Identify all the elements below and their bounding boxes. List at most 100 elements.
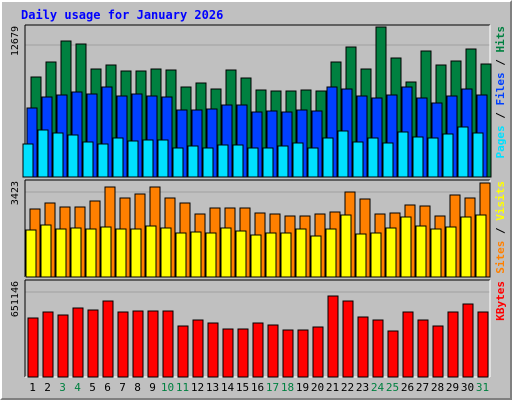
bar-pages-day-14	[217, 144, 229, 178]
bar-sites-day-4	[70, 227, 82, 278]
bar-pages-day-12	[187, 145, 199, 178]
bar-sites-day-12	[190, 231, 202, 278]
bar-kbytes-day-3	[57, 314, 69, 378]
day-label-7: 7	[119, 381, 126, 394]
bar-pages-day-20	[307, 147, 319, 178]
bar-kbytes-day-22	[342, 300, 354, 378]
bar-sites-day-20	[310, 235, 322, 278]
legend-separator: /	[494, 59, 507, 73]
bar-pages-day-10	[157, 139, 169, 178]
day-label-8: 8	[134, 381, 141, 394]
bar-pages-day-31	[472, 132, 484, 178]
bar-pages-day-17	[262, 147, 274, 178]
bar-kbytes-day-11	[177, 325, 189, 378]
bar-kbytes-day-20	[312, 326, 324, 378]
bar-kbytes-day-18	[282, 329, 294, 378]
bar-pages-day-23	[352, 141, 364, 178]
day-label-31: 31	[476, 381, 489, 394]
bar-sites-day-30	[460, 216, 472, 278]
bar-pages-day-29	[442, 133, 454, 178]
day-label-10: 10	[161, 381, 174, 394]
panel-3-legend: KBytes	[494, 281, 507, 321]
day-label-6: 6	[104, 381, 111, 394]
bar-sites-day-15	[235, 230, 247, 278]
bar-pages-day-21	[322, 137, 334, 178]
bar-pages-day-27	[412, 136, 424, 178]
bar-sites-day-18	[280, 232, 292, 278]
bar-pages-day-30	[457, 126, 469, 178]
bar-kbytes-day-17	[267, 324, 279, 378]
day-label-20: 20	[311, 381, 324, 394]
bar-kbytes-day-27	[417, 319, 429, 378]
bar-kbytes-day-30	[462, 303, 474, 378]
bar-kbytes-day-26	[402, 311, 414, 378]
day-label-30: 30	[461, 381, 474, 394]
bar-kbytes-day-7	[117, 311, 129, 378]
bar-sites-day-31	[475, 214, 487, 278]
bar-kbytes-day-10	[162, 310, 174, 378]
bar-sites-day-24	[370, 232, 382, 278]
bar-sites-day-8	[130, 228, 142, 278]
bar-sites-day-16	[250, 234, 262, 278]
bar-kbytes-day-28	[432, 325, 444, 378]
day-label-13: 13	[206, 381, 219, 394]
day-label-26: 26	[401, 381, 414, 394]
day-label-25: 25	[386, 381, 399, 394]
day-label-9: 9	[149, 381, 156, 394]
bar-kbytes-day-24	[372, 319, 384, 378]
bar-pages-day-16	[247, 147, 259, 178]
day-label-15: 15	[236, 381, 249, 394]
day-label-14: 14	[221, 381, 235, 394]
legend-sites: Sites	[494, 241, 507, 274]
bar-sites-day-27	[415, 225, 427, 278]
bar-sites-day-10	[160, 227, 172, 278]
legend-separator: /	[494, 227, 507, 241]
bar-pages-day-4	[67, 134, 79, 178]
day-label-29: 29	[446, 381, 459, 394]
panel-1: 12679 Pages / Files / Hits	[10, 24, 507, 178]
bar-sites-day-2	[40, 224, 52, 278]
day-label-23: 23	[356, 381, 369, 394]
day-label-3: 3	[59, 381, 66, 394]
day-label-4: 4	[74, 381, 81, 394]
bar-pages-day-24	[367, 137, 379, 178]
bar-kbytes-day-31	[477, 311, 489, 378]
panel-2-legend: Sites / Visits	[494, 181, 507, 274]
bar-kbytes-day-5	[87, 309, 99, 378]
chart-title: Daily usage for January 2026	[21, 8, 224, 22]
day-label-21: 21	[326, 381, 339, 394]
bar-pages-day-22	[337, 130, 349, 178]
bar-sites-day-19	[295, 228, 307, 278]
panel-1-legend: Pages / Files / Hits	[494, 26, 507, 159]
day-label-18: 18	[281, 381, 294, 394]
bar-sites-day-23	[355, 233, 367, 278]
bar-kbytes-day-12	[192, 319, 204, 378]
bar-kbytes-day-21	[327, 295, 339, 378]
bar-pages-day-7	[112, 137, 124, 178]
day-label-2: 2	[44, 381, 51, 394]
bar-pages-day-26	[397, 131, 409, 178]
bar-sites-day-3	[55, 228, 67, 278]
bar-pages-day-5	[82, 141, 94, 178]
bar-sites-day-9	[145, 225, 157, 278]
day-label-16: 16	[251, 381, 264, 394]
bar-pages-day-8	[127, 140, 139, 178]
bar-kbytes-day-13	[207, 322, 219, 378]
panel-3: 651146 KBytes	[10, 279, 507, 378]
legend-files: Files	[494, 72, 507, 112]
day-label-12: 12	[191, 381, 204, 394]
day-label-19: 19	[296, 381, 309, 394]
bar-kbytes-day-15	[237, 328, 249, 378]
bar-pages-day-15	[232, 144, 244, 178]
bar-pages-day-9	[142, 139, 154, 178]
bar-pages-day-28	[427, 137, 439, 178]
bar-kbytes-day-14	[222, 328, 234, 378]
day-label-11: 11	[176, 381, 189, 394]
bar-sites-day-14	[220, 227, 232, 278]
panel-2: 3423 Sites / Visits	[10, 179, 507, 278]
bar-sites-day-11	[175, 232, 187, 278]
day-label-24: 24	[371, 381, 385, 394]
bar-kbytes-day-4	[72, 307, 84, 378]
bar-sites-day-22	[340, 214, 352, 278]
